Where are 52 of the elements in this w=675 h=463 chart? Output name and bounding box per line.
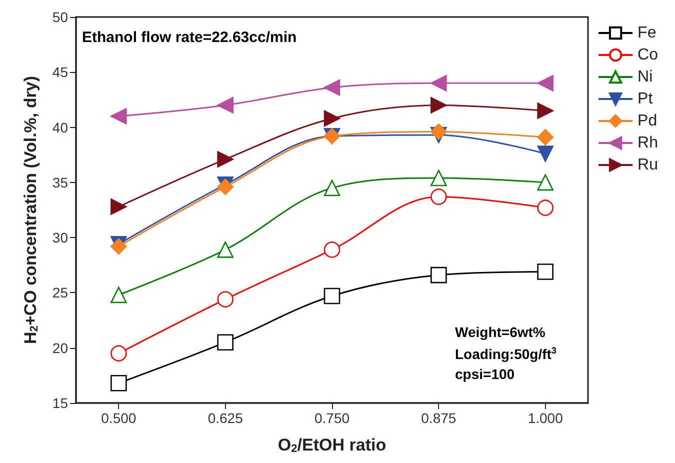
x-tick-label: 0.625 — [208, 410, 244, 426]
point — [217, 151, 234, 168]
y-tick-label: 30 — [52, 230, 68, 246]
point — [430, 188, 447, 205]
x-tick-label: 0.750 — [314, 410, 350, 426]
annotation: cpsi=100 — [455, 366, 515, 382]
point — [324, 288, 340, 304]
point — [217, 97, 234, 114]
point — [430, 97, 447, 114]
point — [537, 264, 554, 280]
point — [430, 266, 447, 284]
y-tick-label: 25 — [52, 284, 68, 301]
point — [217, 291, 234, 308]
point — [430, 124, 447, 140]
legend-label: Ni — [638, 68, 653, 86]
point — [537, 146, 554, 162]
point — [324, 180, 340, 196]
annotation: Ethanol flow rate=22.63cc/min — [82, 29, 297, 46]
legend-label: Pt — [638, 90, 654, 108]
annotation: Weight=6wt% — [455, 324, 546, 340]
point — [430, 75, 447, 92]
legend-label: Co — [638, 46, 658, 64]
x-tick-label: 0.875 — [421, 410, 456, 426]
point — [537, 174, 554, 191]
legend-label: Ru — [638, 156, 658, 174]
point — [537, 129, 554, 146]
point — [430, 170, 447, 186]
y-tick-label: 20 — [52, 340, 68, 356]
point — [110, 345, 127, 362]
point — [324, 110, 340, 127]
point — [110, 108, 127, 124]
y-tick-label: 45 — [52, 64, 68, 80]
point — [110, 198, 127, 215]
point — [537, 75, 554, 92]
x-tick-label: 1.000 — [528, 410, 564, 426]
x-tick-label: 0.500 — [101, 410, 136, 426]
point — [537, 200, 554, 216]
legend-label: Pd — [638, 112, 658, 130]
y-axis-title: H2+CO concentration (Vol.%, dry) — [20, 76, 40, 344]
point — [537, 102, 554, 119]
y-tick-label: 40 — [52, 119, 68, 136]
y-tick-label: 15 — [52, 395, 68, 411]
point — [110, 375, 127, 392]
point — [217, 334, 234, 350]
y-tick-label: 50 — [52, 9, 68, 25]
point — [110, 286, 127, 304]
point — [217, 242, 234, 258]
legend-label: Fe — [638, 24, 656, 42]
y-tick-label: 35 — [52, 174, 68, 190]
point — [324, 242, 340, 258]
point — [324, 79, 340, 96]
legend-label: Rh — [638, 134, 658, 152]
